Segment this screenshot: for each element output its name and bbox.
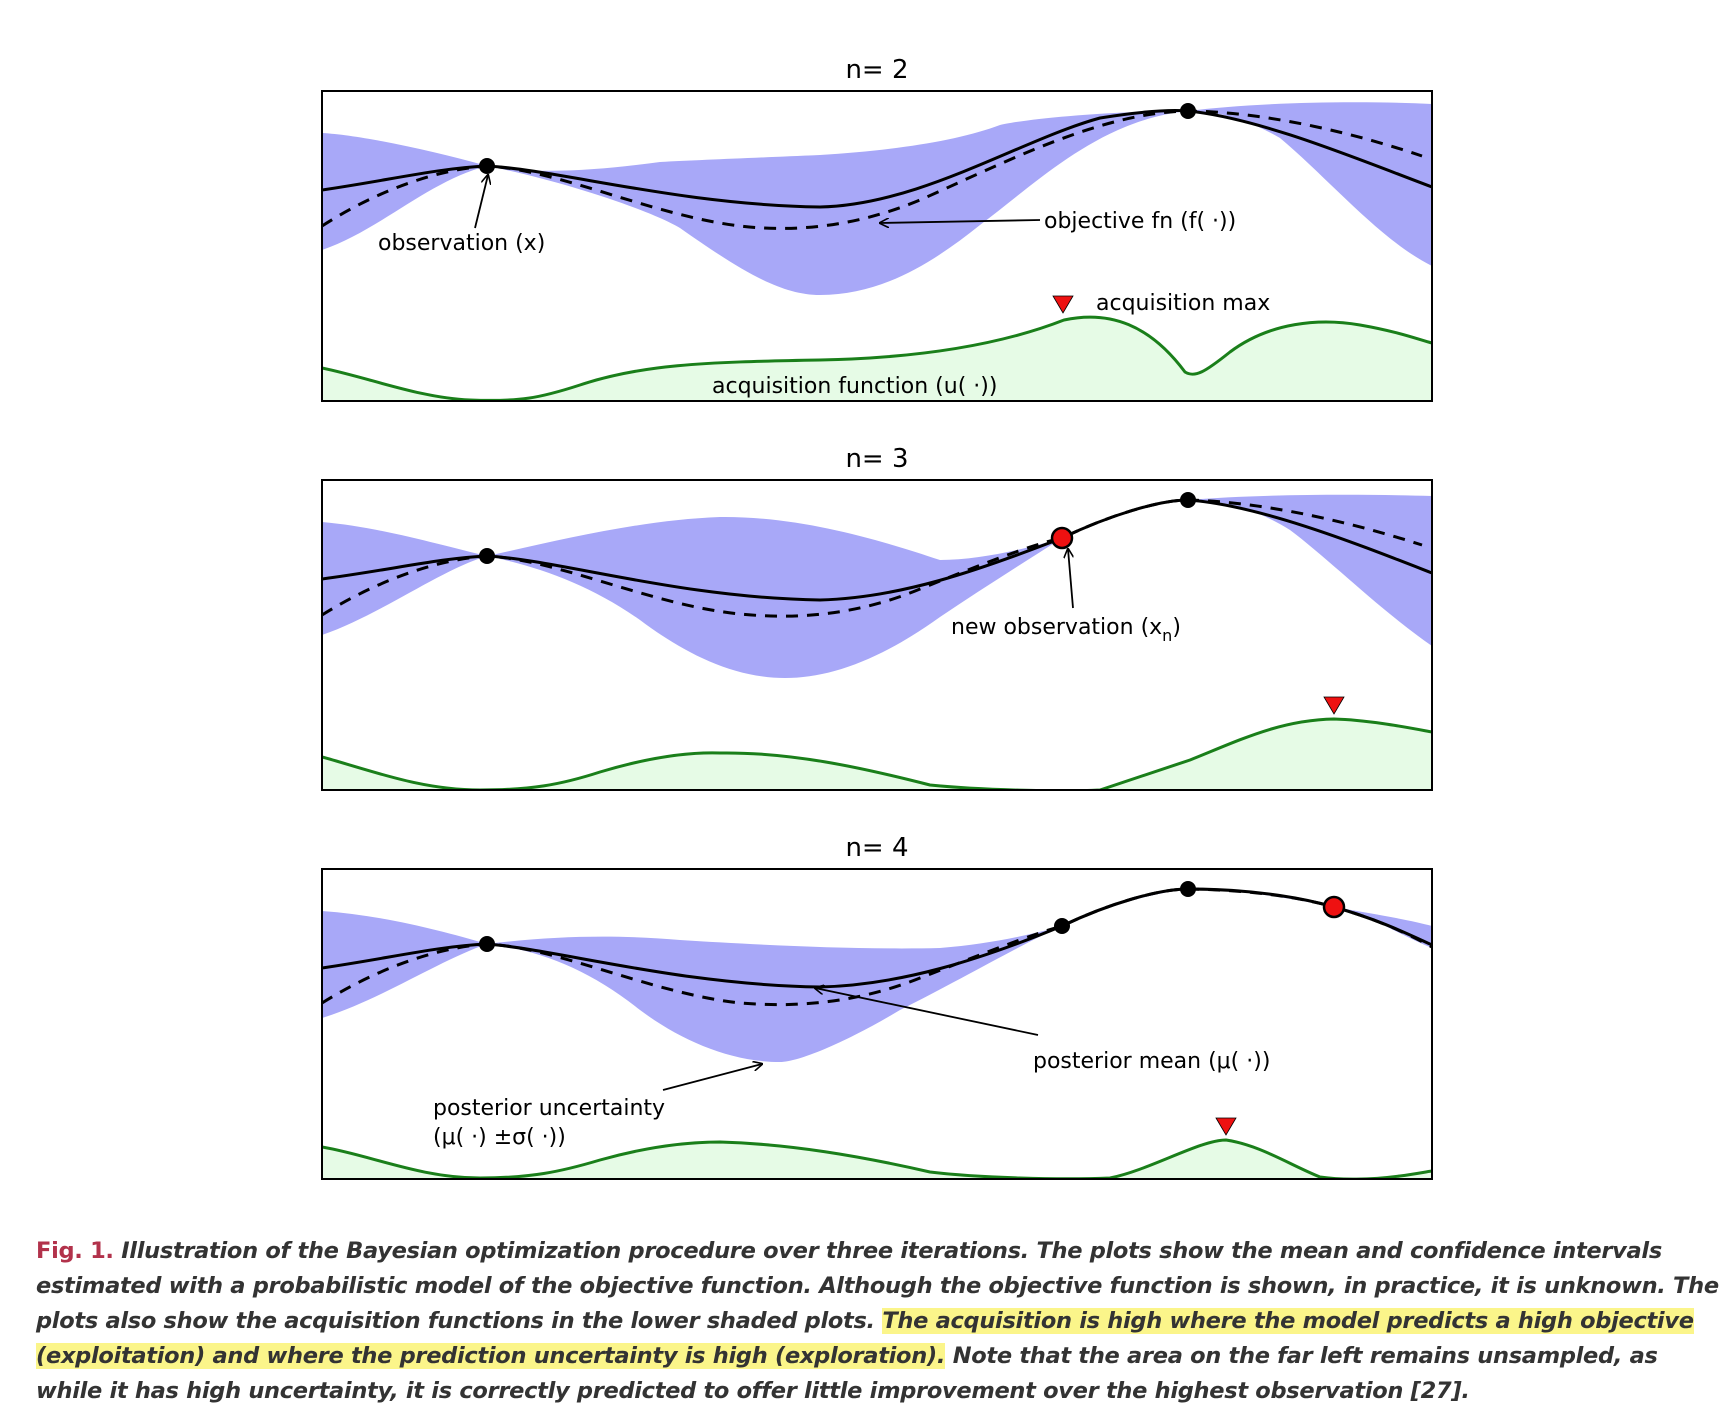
new-observation-arrow	[1068, 549, 1074, 609]
acquisition-max-marker	[1323, 696, 1345, 715]
observation-point	[479, 158, 495, 174]
observation-arrow	[474, 175, 488, 229]
observation-point	[1180, 103, 1196, 119]
acquisition-max-label: acquisition max	[1096, 291, 1270, 316]
panel-title: n= 3	[845, 444, 908, 474]
posterior-mean-label: posterior mean (μ( ·))	[1033, 1049, 1270, 1074]
objective-arrow	[880, 220, 1041, 223]
panel-n2: n= 2 observation (x) objective fn (f( ·)…	[321, 55, 1433, 402]
uncertainty-band	[322, 494, 1432, 678]
new-observation-point	[1050, 526, 1074, 550]
plot-frame	[321, 479, 1433, 791]
acquisition-function-label: acquisition function (u( ·))	[712, 374, 997, 399]
plot-frame	[321, 90, 1433, 402]
acquisition-function-line	[322, 1138, 1432, 1179]
caption-text: Note that the area on the far left remai…	[36, 1343, 1658, 1404]
panel-title: n= 2	[845, 55, 908, 85]
observation-point	[1180, 881, 1196, 897]
uncertainty-arrow	[662, 1064, 762, 1091]
observation-point	[479, 936, 495, 952]
observation-label: observation (x)	[378, 231, 545, 256]
panel-n4: n= 4 posterior mean (μ( ·)) posterior un…	[321, 833, 1433, 1180]
caption-text: Illustration of the Bayesian optimizatio…	[36, 1238, 1719, 1334]
uncertainty-band	[322, 888, 1432, 1062]
new-observation-point	[1322, 895, 1346, 919]
panel-n3: n= 3 new observation (xn)	[321, 444, 1433, 791]
acquisition-function-line	[322, 717, 1432, 790]
acquisition-max-marker	[1052, 295, 1074, 314]
uncertainty-label-line1: posterior uncertainty	[433, 1096, 665, 1121]
uncertainty-label-line2: (μ( ·) ±σ( ·))	[433, 1125, 566, 1150]
posterior-mean-arrow	[815, 988, 1039, 1036]
observation-point	[1054, 918, 1070, 934]
new-observation-label: new observation (xn)	[951, 615, 1181, 645]
plot-frame	[321, 868, 1433, 1180]
panel-title: n= 4	[845, 833, 908, 863]
acquisition-max-marker	[1215, 1117, 1237, 1136]
observation-point	[479, 548, 495, 564]
figure-caption: Fig. 1. Illustration of the Bayesian opt…	[36, 1234, 1726, 1409]
objective-label: objective fn (f( ·))	[1044, 209, 1236, 234]
observation-point	[1180, 492, 1196, 508]
acquisition-fill	[322, 1140, 1432, 1179]
figure-label: Fig. 1.	[36, 1238, 114, 1264]
